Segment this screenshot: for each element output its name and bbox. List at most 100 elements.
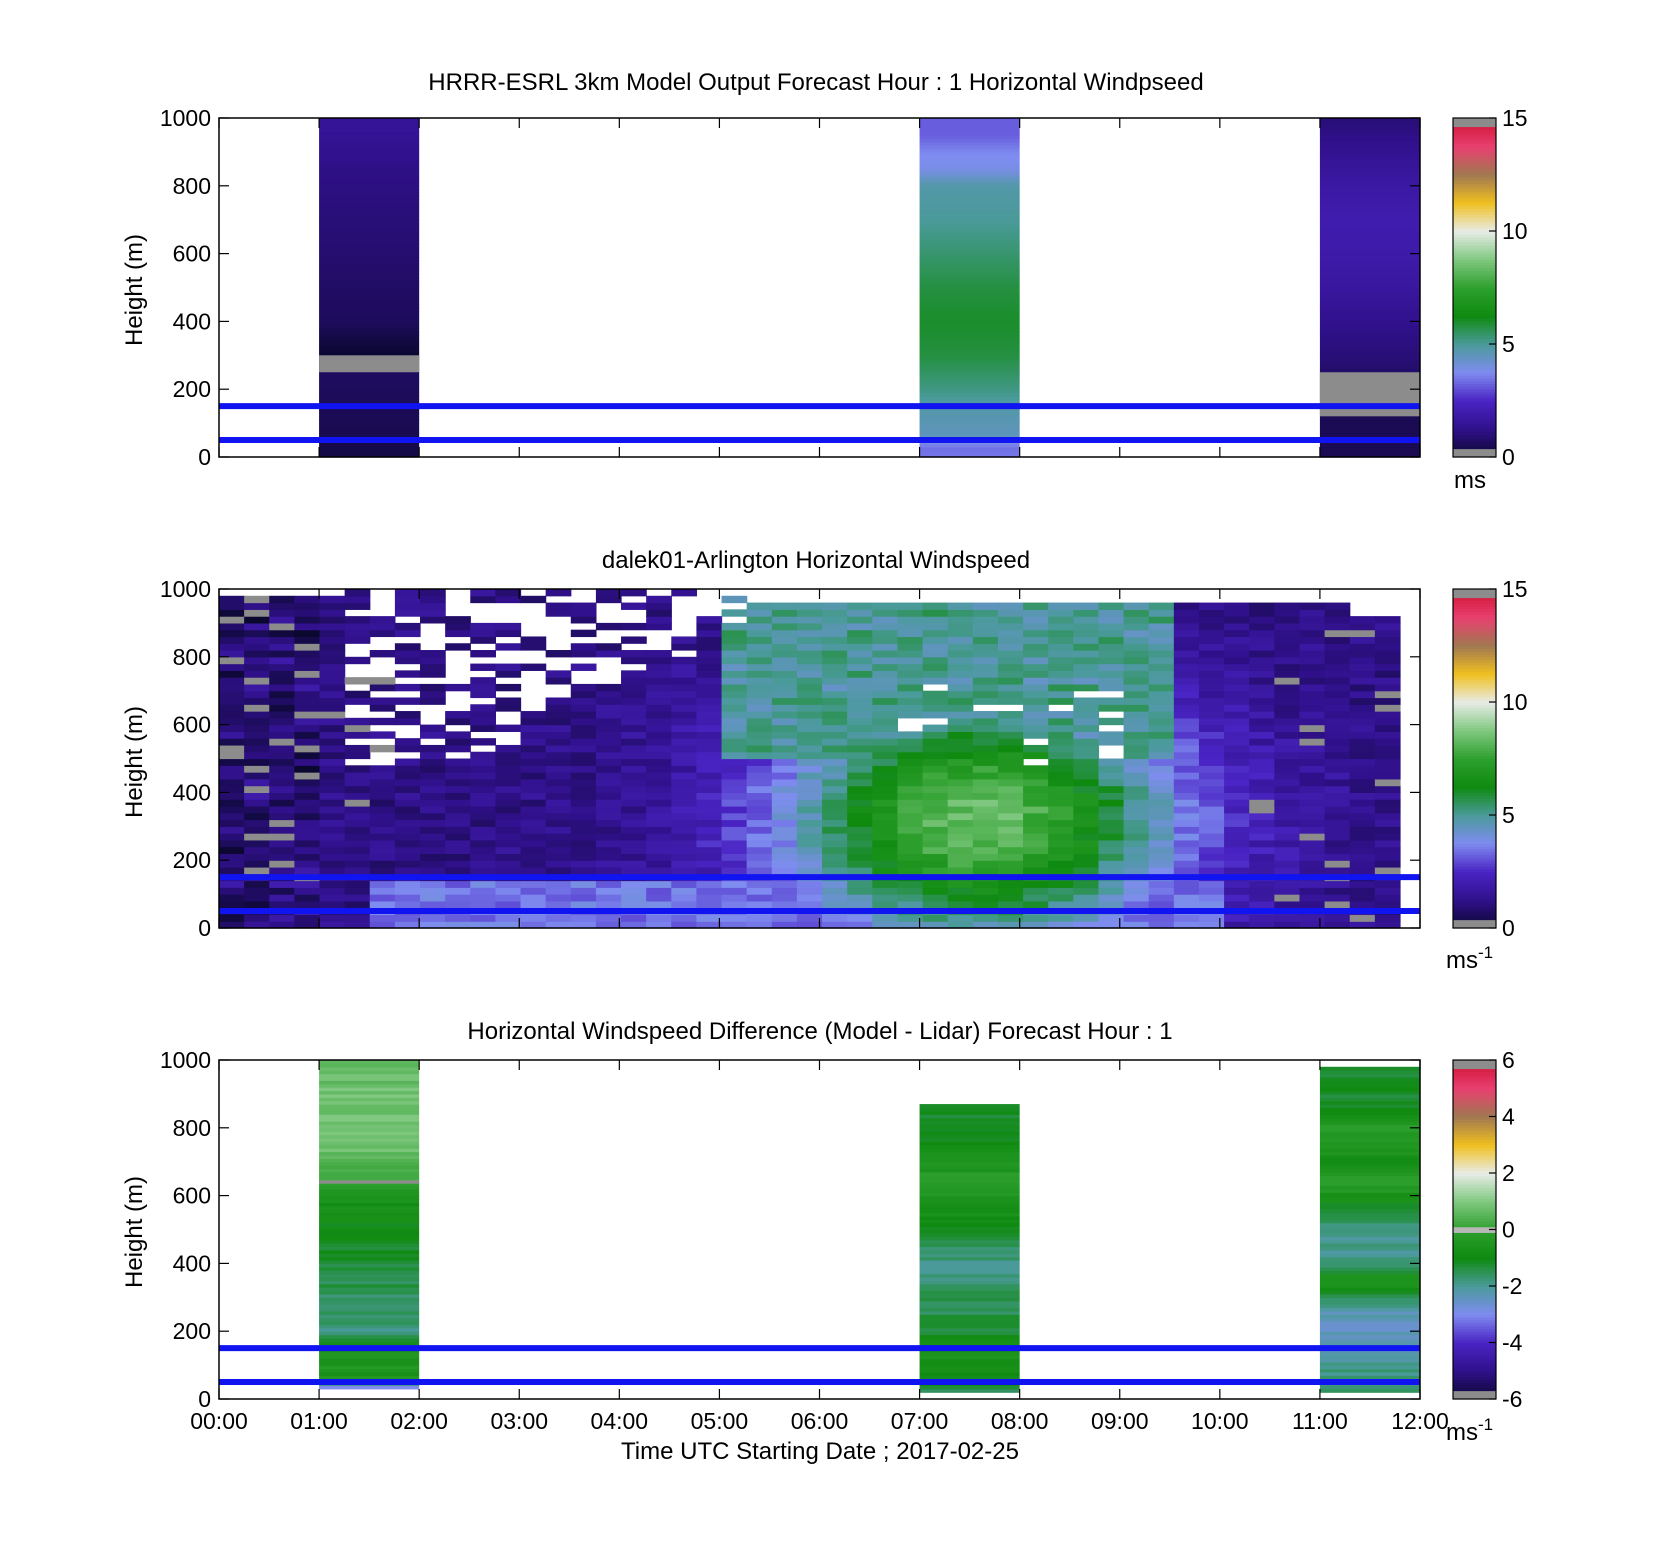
heat-cell xyxy=(919,260,1020,265)
heat-cell xyxy=(595,711,622,719)
heat-cell xyxy=(872,650,899,658)
heat-cell xyxy=(294,609,321,617)
heat-cell xyxy=(1224,819,1250,827)
heat-cell xyxy=(1319,250,1420,255)
heat-cell xyxy=(721,744,748,753)
heat-cell xyxy=(721,792,748,800)
heat-cell xyxy=(1073,846,1100,855)
heat-cell xyxy=(1374,900,1401,909)
heat-cell xyxy=(1023,799,1049,807)
heat-cell xyxy=(595,792,622,800)
heat-cell xyxy=(294,622,321,631)
heat-cell xyxy=(570,683,597,692)
heat-cell xyxy=(495,765,522,773)
heat-cell xyxy=(1148,650,1175,658)
heat-cell xyxy=(1048,792,1074,800)
heat-cell xyxy=(919,1361,1020,1366)
colorbar-segment xyxy=(1453,233,1496,238)
colorbar-segment xyxy=(1453,1362,1496,1366)
heat-cell xyxy=(771,656,798,665)
colorbar-segment xyxy=(1453,1206,1496,1211)
heat-cell xyxy=(319,1239,420,1244)
colorbar-segment xyxy=(1453,834,1496,839)
heat-cell xyxy=(872,670,899,678)
heat-cell xyxy=(1073,622,1100,631)
heat-cell xyxy=(1319,134,1420,139)
heat-cell xyxy=(721,697,748,705)
heat-cell xyxy=(269,663,295,671)
heat-cell xyxy=(520,833,547,841)
heat-cell xyxy=(922,656,949,665)
heat-cell xyxy=(1023,744,1049,753)
heat-cell xyxy=(872,704,899,712)
colorbar-segment xyxy=(1453,871,1496,875)
heat-cell xyxy=(319,1063,420,1068)
heat-cell xyxy=(671,690,698,699)
heat-cell xyxy=(344,866,371,875)
heat-cell xyxy=(244,894,270,902)
heat-cell xyxy=(1073,724,1100,732)
heat-cell xyxy=(919,1219,1020,1224)
heat-cell xyxy=(319,792,346,800)
heat-cell xyxy=(822,812,848,821)
colorbar-segment xyxy=(1453,1065,1496,1070)
heat-cell xyxy=(294,799,321,807)
heat-cell xyxy=(319,348,420,353)
heat-cell xyxy=(319,1171,420,1176)
heat-cell xyxy=(570,751,597,760)
heat-cell xyxy=(495,887,522,895)
heat-cell xyxy=(922,765,949,773)
heat-cell xyxy=(947,887,974,895)
heat-cell xyxy=(394,772,421,780)
heat-cell xyxy=(972,690,999,699)
heat-cell xyxy=(319,216,420,221)
heat-cell xyxy=(922,758,949,766)
heat-cell xyxy=(997,629,1024,638)
heat-cell-missing xyxy=(219,616,245,624)
heat-cell xyxy=(570,704,597,712)
heat-cell xyxy=(495,643,522,651)
heat-cell xyxy=(1349,758,1376,766)
heat-cell xyxy=(495,921,522,929)
colorbar-segment xyxy=(1453,1387,1496,1392)
heat-cell xyxy=(1123,650,1150,658)
y-tick-label: 800 xyxy=(173,644,211,670)
heat-cell xyxy=(922,643,949,651)
heat-cell xyxy=(646,860,672,868)
heat-cell xyxy=(997,778,1024,787)
heat-cell xyxy=(897,656,924,665)
heat-cell xyxy=(1173,724,1200,732)
heat-cell xyxy=(470,765,496,773)
heat-cell xyxy=(822,602,848,610)
heat-cell xyxy=(721,717,748,726)
heat-cell xyxy=(570,805,597,814)
heat-cell xyxy=(1198,602,1225,610)
heat-cell xyxy=(1319,1283,1420,1288)
heat-cell xyxy=(595,853,622,861)
heat-cell xyxy=(319,765,346,773)
heat-cell xyxy=(1224,805,1250,814)
heat-cell xyxy=(947,717,974,726)
heat-cell xyxy=(1299,839,1326,848)
heat-cell xyxy=(919,450,1020,455)
heat-cell xyxy=(919,253,1020,258)
heat-cell xyxy=(319,334,420,339)
heat-cell xyxy=(919,219,1020,224)
colorbar-segment xyxy=(1453,702,1496,706)
heat-cell xyxy=(545,602,572,610)
heat-cell xyxy=(919,1243,1020,1248)
heat-cell xyxy=(822,914,848,922)
heat-cell xyxy=(1324,866,1351,875)
heat-cell xyxy=(746,704,773,712)
heat-cell xyxy=(947,643,974,651)
heat-cell xyxy=(947,616,974,624)
heat-cell xyxy=(919,1161,1020,1166)
heat-cell xyxy=(470,921,496,929)
colorbar-segment xyxy=(1453,1314,1496,1318)
heat-cell xyxy=(646,914,672,922)
x-tick-label: 11:00 xyxy=(1292,1408,1348,1434)
heat-cell xyxy=(219,670,245,678)
heat-cell xyxy=(822,711,848,719)
heat-cell xyxy=(1224,738,1250,746)
